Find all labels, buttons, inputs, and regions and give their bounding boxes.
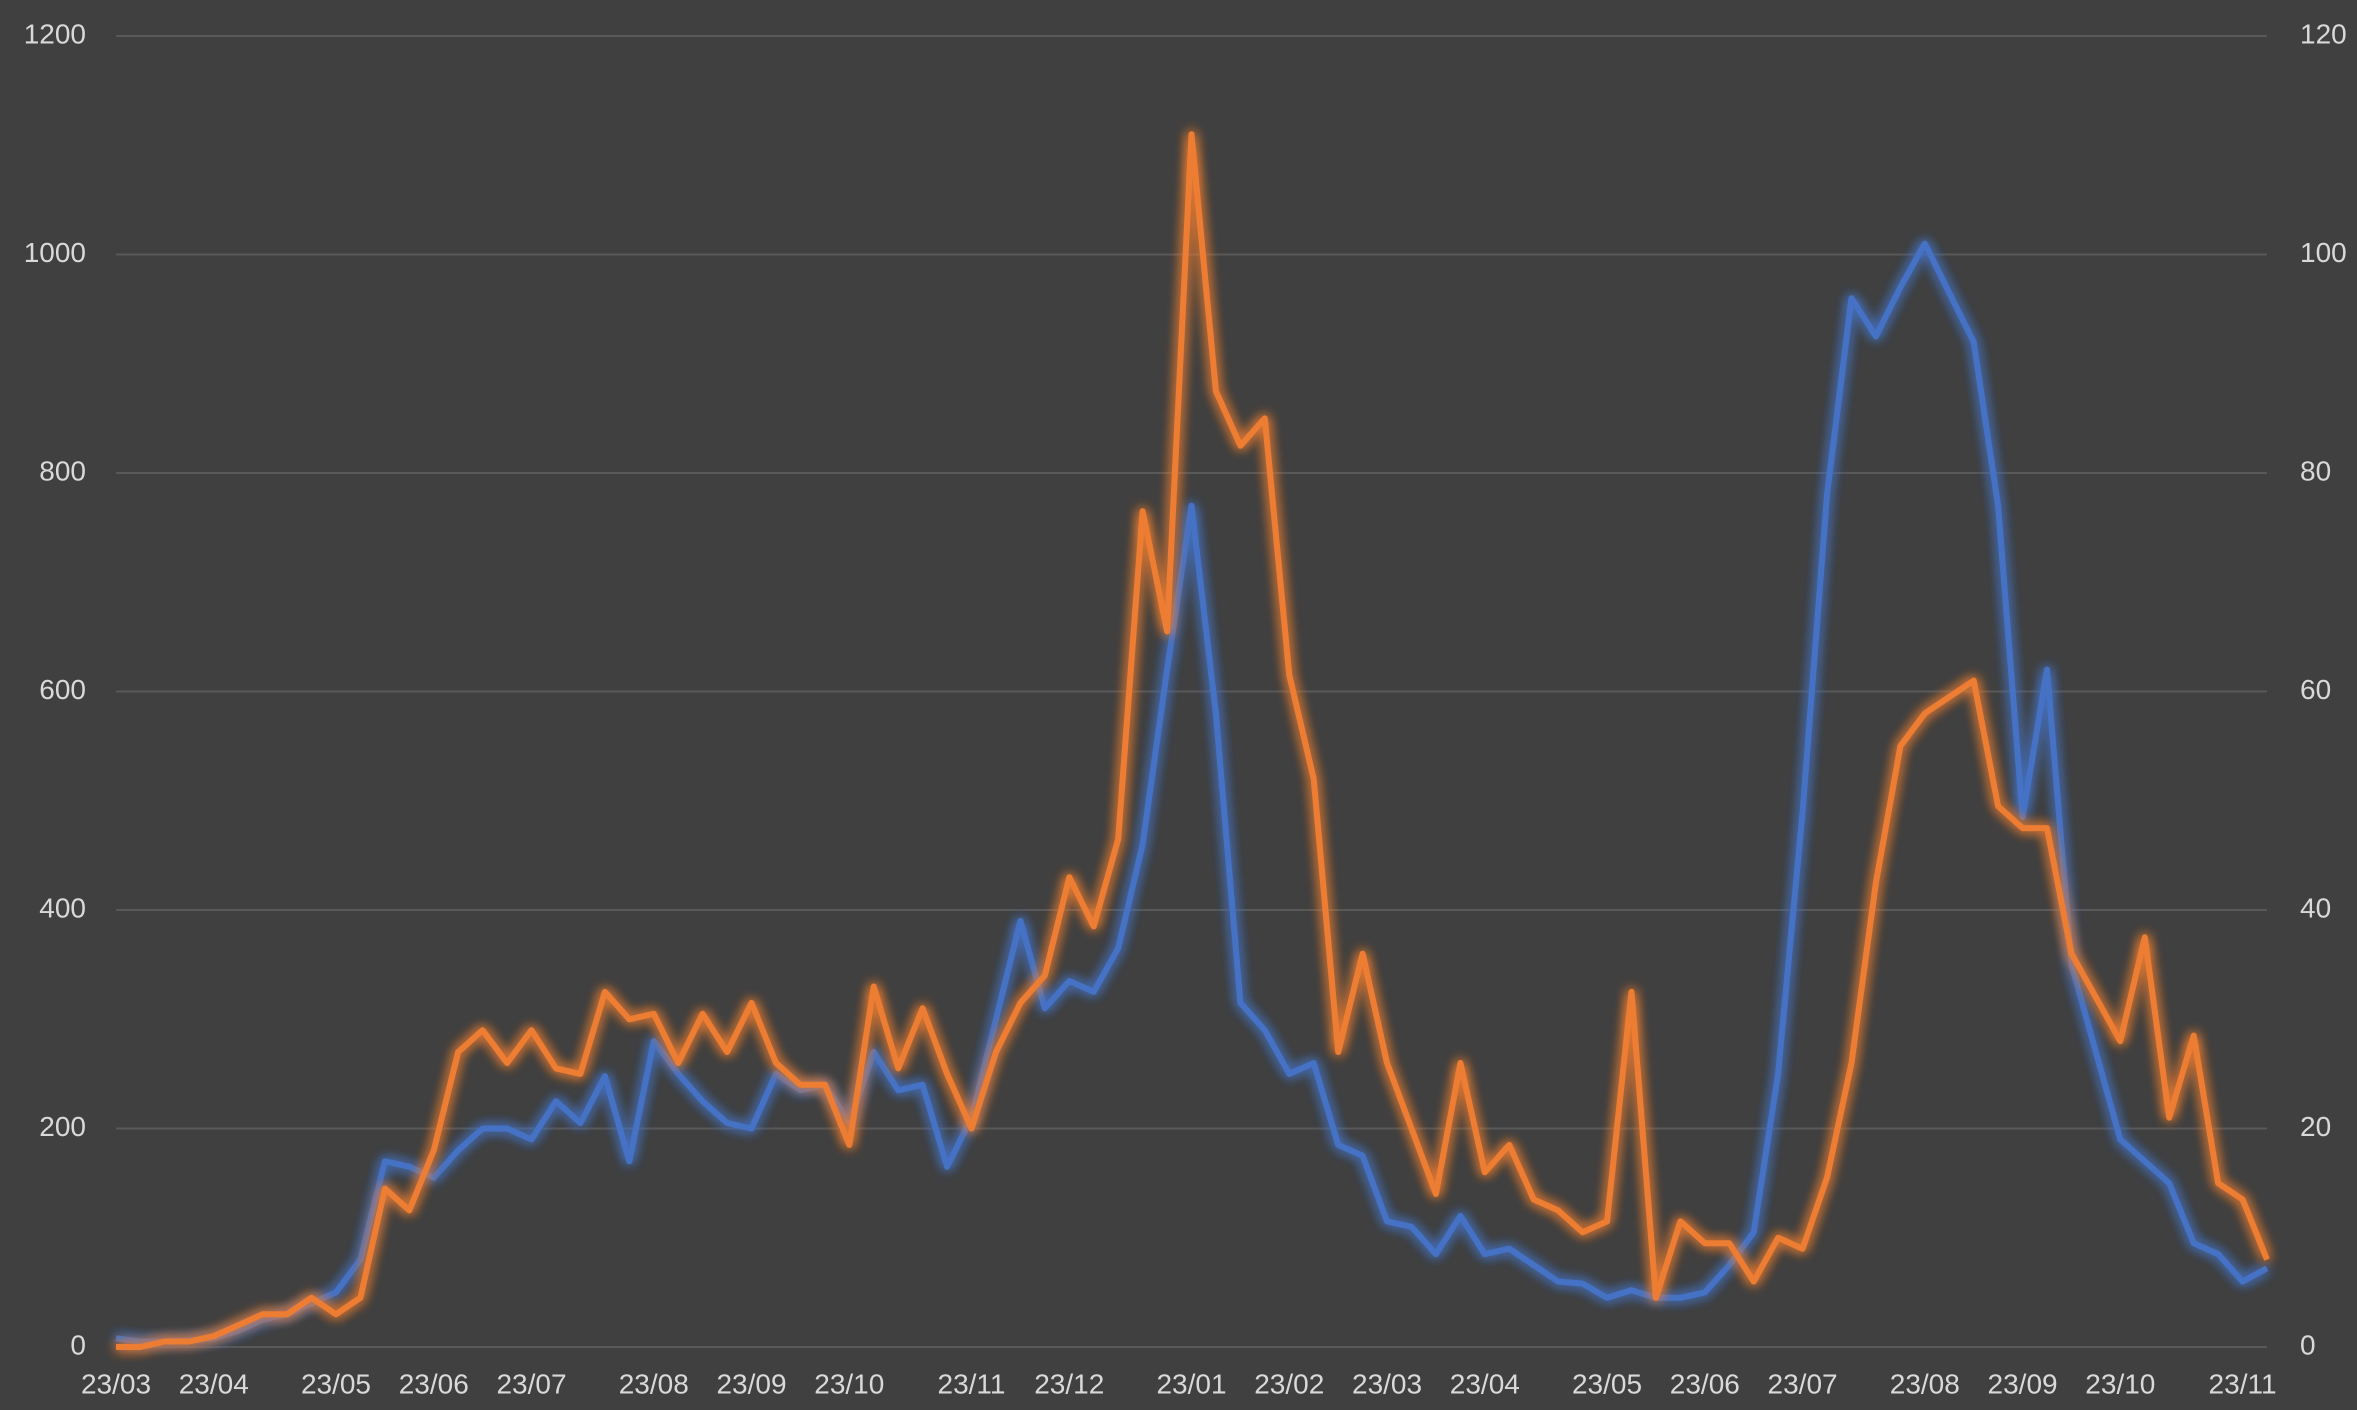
x-tick-label: 23/07 — [1768, 1368, 1838, 1399]
y-tick-label: 800 — [39, 455, 86, 486]
x-tick-label: 23/08 — [619, 1368, 689, 1399]
x-tick-label: 23/09 — [716, 1368, 786, 1399]
y2-tick-label: 100 — [2300, 237, 2347, 268]
y2-tick-label: 80 — [2300, 455, 2331, 486]
x-tick-label: 23/11 — [2209, 1368, 2277, 1399]
x-tick-label: 23/09 — [1988, 1368, 2058, 1399]
y2-tick-label: 20 — [2300, 1111, 2331, 1142]
x-tick-label: 23/07 — [496, 1368, 566, 1399]
x-tick-label: 23/01 — [1156, 1368, 1226, 1399]
x-tick-label: 23/11 — [938, 1368, 1006, 1399]
data-line — [116, 131, 2270, 1350]
x-tick-label: 23/10 — [2085, 1368, 2155, 1399]
y2-tick-label: 120 — [2300, 18, 2347, 49]
x-tick-label: 23/03 — [1352, 1368, 1422, 1399]
y2-tick-label: 60 — [2300, 674, 2331, 705]
y-tick-label: 400 — [39, 892, 86, 923]
x-tick-label: 23/02 — [1254, 1368, 1324, 1399]
x-tick-label: 23/12 — [1034, 1368, 1104, 1399]
y-tick-label: 200 — [39, 1111, 86, 1142]
x-tick-label: 23/10 — [814, 1368, 884, 1399]
y-tick-label: 600 — [39, 674, 86, 705]
x-tick-label: 23/06 — [399, 1368, 469, 1399]
x-tick-label: 23/06 — [1670, 1368, 1740, 1399]
x-tick-label: 23/03 — [81, 1368, 151, 1399]
y-tick-label: 1000 — [24, 237, 86, 268]
y2-tick-label: 0 — [2300, 1329, 2316, 1360]
y2-tick-label: 40 — [2300, 892, 2331, 923]
y-tick-label: 1200 — [24, 18, 86, 49]
y-tick-label: 0 — [70, 1329, 86, 1360]
data-line — [115, 240, 2269, 1345]
x-tick-label: 23/04 — [1450, 1368, 1520, 1399]
x-tick-label: 23/05 — [301, 1368, 371, 1399]
x-tick-label: 23/05 — [1572, 1368, 1642, 1399]
x-tick-label: 23/08 — [1890, 1368, 1960, 1399]
x-tick-label: 23/04 — [179, 1368, 249, 1399]
